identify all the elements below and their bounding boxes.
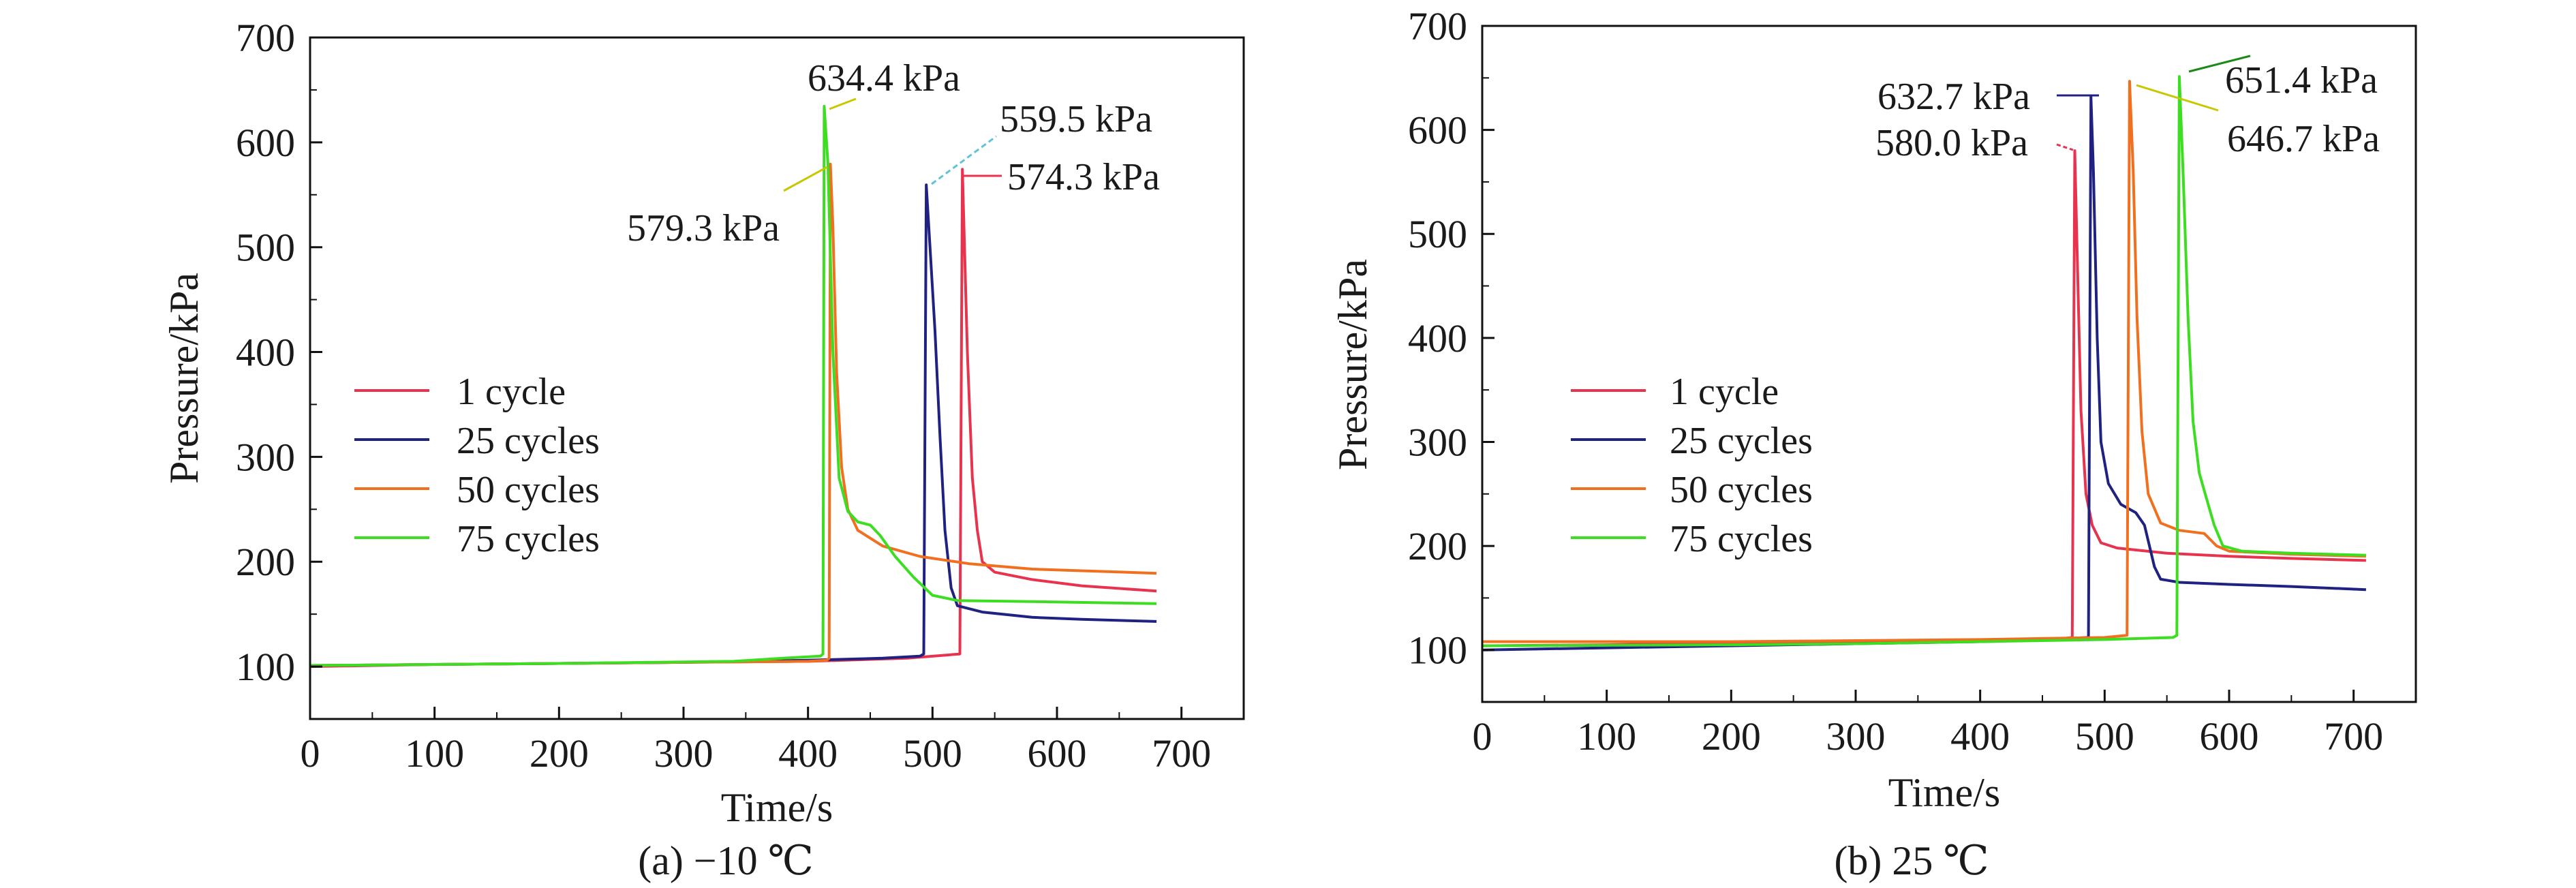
- panel-a-x-tick-label: 200: [530, 731, 589, 776]
- panel-a-x-tick-label: 600: [1028, 731, 1087, 776]
- panel-a-annotation-574-3: 574.3 kPa: [1007, 156, 1160, 198]
- panel-b-x-tick-label: 0: [1473, 714, 1492, 759]
- panel-b-x-tick-label: 400: [1950, 714, 2010, 759]
- panel-a-ticks: 0 100 200 300 400 500 600 700100200300400500600…: [236, 16, 1211, 776]
- panel-b-legend-label-3: 50 cycles: [1670, 469, 1813, 511]
- panel-b-x-tick-label: 700: [2324, 714, 2383, 759]
- panel-a-annotation-634-4: 634.4 kPa: [808, 57, 960, 99]
- panel-a-xlabel: Time/s: [721, 785, 833, 830]
- panel-a-legend-label-3: 50 cycles: [457, 469, 600, 511]
- panel-b-y-tick-label: 600: [1408, 108, 1467, 153]
- panel-a-y-tick-label: 100: [236, 645, 295, 689]
- panel-b-annotation-632-7: 632.7 kPa: [1877, 76, 2030, 118]
- panel-a-y-tick-label: 700: [236, 16, 295, 60]
- panel-b-legend-label-2: 25 cycles: [1670, 420, 1813, 462]
- panel-b-series-line-4: [1482, 75, 2366, 647]
- panel-b-plot-area: [1482, 75, 2366, 652]
- panel-a-leader-579-3: [783, 166, 828, 192]
- panel-b-y-tick-label: 200: [1408, 524, 1467, 568]
- panel-b-y-tick-label: 100: [1408, 628, 1467, 673]
- panel-b-frame: [1481, 25, 2417, 703]
- panel-b-x-tick-label: 500: [2075, 714, 2134, 759]
- panel-b-annotation-646-7: 646.7 kPa: [2227, 118, 2380, 160]
- panel-b-series-line-1: [1482, 149, 2366, 647]
- panel-a-series-line-3: [309, 162, 1157, 667]
- panel-a-plot-area: [309, 104, 1157, 669]
- panel-a-leader-634-4: [829, 97, 857, 110]
- panel-a: 0 100 200 300 400 500 600 700100200300400500600…: [162, 16, 1245, 883]
- panel-b-series-line-2: [1482, 94, 2366, 652]
- panel-b-xlabel: Time/s: [1888, 770, 2001, 815]
- panel-b-ticks: 0 100 200 300 400 500 600 700100200300400500600…: [1408, 4, 2383, 759]
- panel-b-leader-646-7: [2136, 84, 2219, 112]
- panel-a-legend-label-4: 75 cycles: [457, 518, 600, 560]
- panel-b-y-tick-label: 400: [1408, 316, 1467, 361]
- panel-a-x-tick-label: 700: [1152, 731, 1211, 776]
- panel-a-series-line-4: [309, 104, 1157, 667]
- panel-b-x-tick-label: 600: [2200, 714, 2259, 759]
- panel-a-caption: (a) −10 ℃: [638, 838, 814, 883]
- panel-b-legend-label-4: 75 cycles: [1670, 518, 1813, 560]
- panel-a-x-tick-label: 0: [301, 731, 320, 776]
- panel-a-leader-559-5: [931, 135, 997, 185]
- panel-a-y-tick-label: 400: [236, 331, 295, 375]
- panel-b-y-tick-label: 500: [1408, 212, 1467, 256]
- panel-a-legend-label-2: 25 cycles: [457, 420, 600, 462]
- panel-a-annotation-579-3: 579.3 kPa: [627, 207, 780, 249]
- panel-a-annotation-559-5: 559.5 kPa: [1000, 98, 1152, 140]
- panel-b: 0 100 200 300 400 500 600 700100200300400500600…: [1330, 4, 2417, 883]
- panel-b-annotation-651-4: 651.4 kPa: [2225, 59, 2378, 102]
- panel-b-legend: 1 cycle 25 cycles 50 cycles 75 cycles: [1571, 371, 1813, 560]
- panel-b-x-tick-label: 200: [1702, 714, 1761, 759]
- panel-b-leader-580-0: [2056, 143, 2074, 151]
- panel-a-legend: 1 cycle 25 cycles 50 cycles 75 cycles: [354, 371, 600, 560]
- panel-b-caption: (b) 25 ℃: [1834, 838, 1989, 883]
- panel-a-legend-label-1: 1 cycle: [457, 371, 566, 413]
- panel-b-x-tick-label: 100: [1577, 714, 1636, 759]
- panel-a-y-tick-label: 200: [236, 540, 295, 584]
- panel-b-y-tick-label: 700: [1408, 4, 1467, 48]
- panel-b-ylabel: Pressure/kPa: [1330, 259, 1375, 470]
- panel-a-series-line-2: [309, 183, 1157, 667]
- panel-b-series-line-3: [1482, 80, 2366, 643]
- panel-a-x-tick-label: 500: [903, 731, 962, 776]
- panel-a-x-tick-label: 300: [654, 731, 714, 776]
- panel-a-ylabel: Pressure/kPa: [162, 273, 206, 484]
- panel-a-annotations: 634.4 kPa 579.3 kPa 559.5 kPa 574.3 kPa: [627, 57, 1160, 249]
- panel-a-x-tick-label: 400: [778, 731, 838, 776]
- panel-b-legend-label-1: 1 cycle: [1670, 371, 1779, 413]
- panel-a-frame: [309, 36, 1245, 720]
- panel-b-annotation-580-0: 580.0 kPa: [1875, 122, 2028, 164]
- panel-a-x-tick-label: 100: [405, 731, 464, 776]
- panel-b-y-tick-label: 300: [1408, 420, 1467, 464]
- panel-a-y-tick-label: 500: [236, 226, 295, 270]
- panel-b-x-tick-label: 300: [1826, 714, 1886, 759]
- panel-a-y-tick-label: 300: [236, 435, 295, 479]
- panel-a-y-tick-label: 600: [236, 121, 295, 165]
- panel-b-annotations: 632.7 kPa 580.0 kPa 651.4 kPa 646.7 kPa: [1875, 55, 2380, 164]
- panel-b-leader-651-4: [2188, 55, 2251, 73]
